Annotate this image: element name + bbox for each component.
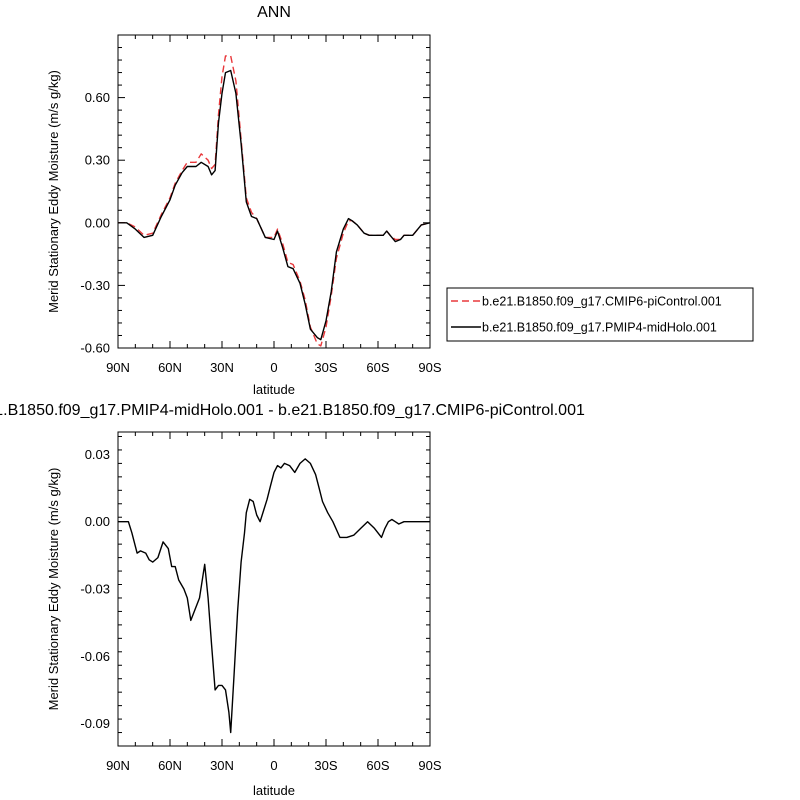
y-tick-label: 0.03 <box>85 447 110 462</box>
x-tick-label: 30N <box>210 360 234 375</box>
x-tick-label: 0 <box>270 758 277 773</box>
x-tick-label: 60N <box>158 360 182 375</box>
series-line-midholo <box>118 458 430 734</box>
x-tick-label: 30S <box>314 758 337 773</box>
y-axis-label: Merid Stationary Eddy Moisture (m/s g/kg… <box>46 70 61 313</box>
y-axis-label: Merid Stationary Eddy Moisture (m/s g/kg… <box>46 468 61 711</box>
x-axis-label: latitude <box>253 382 295 397</box>
y-tick-label: -0.30 <box>80 278 110 293</box>
x-axis-label: latitude <box>253 783 295 798</box>
x-tick-label: 90S <box>418 758 441 773</box>
x-tick-label: 60N <box>158 758 182 773</box>
plot-frame <box>117 34 431 349</box>
x-tick-label: 90N <box>106 758 130 773</box>
x-tick-label: 60S <box>366 758 389 773</box>
series-line-midholo <box>118 69 430 341</box>
x-tick-label: 90N <box>106 360 130 375</box>
x-tick-label: 60S <box>366 360 389 375</box>
top-panel: ANN 90N 60N 30N 0 30S 60S 90S -0.60 -0.30 0.00 0.30… <box>46 4 754 397</box>
x-tick-label: 90S <box>418 360 441 375</box>
legend-label: b.e21.B1850.f09_g17.PMIP4-midHolo.001 <box>482 321 717 335</box>
y-tick-label: -0.03 <box>80 582 110 597</box>
y-tick-label: 0.30 <box>85 153 110 168</box>
plot-frame <box>117 431 431 747</box>
y-tick-label: 0.00 <box>85 514 110 529</box>
chart-title: ANN <box>257 4 291 21</box>
y-tick-label: -0.09 <box>80 716 110 731</box>
y-tick-label: 0.60 <box>85 90 110 105</box>
legend-box <box>446 287 754 342</box>
y-tick-label: -0.06 <box>80 649 110 664</box>
series-line-picontrol <box>118 55 430 347</box>
legend-label: b.e21.B1850.f09_g17.CMIP6-piControl.001 <box>482 295 722 309</box>
y-tick-label: -0.60 <box>80 341 110 356</box>
x-tick-label: 30S <box>314 360 337 375</box>
difference-title: b.e21.B1850.f09_g17.PMIP4-midHolo.001 - … <box>0 402 585 419</box>
x-tick-label: 30N <box>210 758 234 773</box>
x-tick-label: 0 <box>270 360 277 375</box>
y-tick-label: 0.00 <box>85 215 110 230</box>
bottom-panel: b.e21.B1850.f09_g17.PMIP4-midHolo.001 - … <box>0 402 585 798</box>
